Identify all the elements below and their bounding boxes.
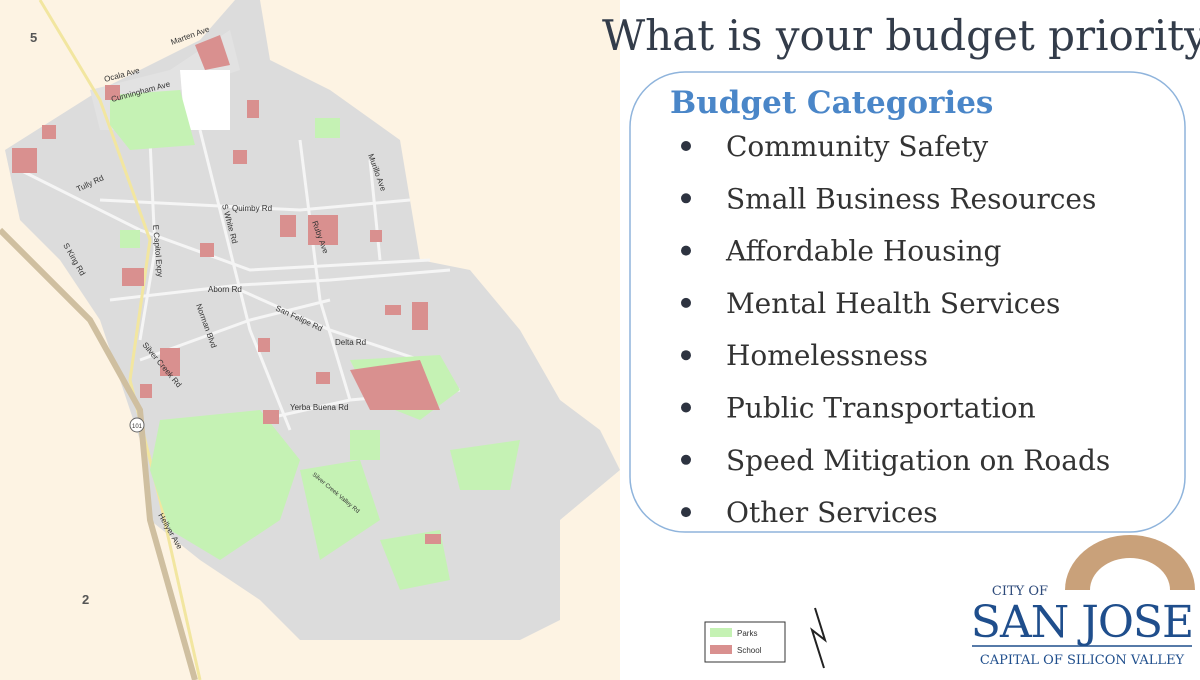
category-item: Community Safety [726,130,988,163]
legend: Parks School [704,621,786,663]
parks [110,90,520,590]
map-label: 2 [82,592,89,607]
category-item: Affordable Housing [725,235,1001,268]
map-label: 101 [132,424,143,430]
bullet [681,454,691,465]
bullet [681,193,691,204]
bullet [681,402,691,413]
category-item: Public Transportation [726,392,1036,425]
map: 5 2 Ocala Ave Marten Ave Cunningham Ave … [0,0,620,680]
logo-name: SAN JOSE [971,597,1193,648]
north-arrow [810,607,827,669]
bullet [681,141,691,151]
bullet [681,507,691,518]
category-item: Speed Mitigation on Roads [726,444,1110,477]
map-label: Delta Rd [335,338,366,347]
map-label: Yerba Buena Rd [290,403,348,412]
category-item: Homelessness [726,339,928,372]
slide-title: What is your budget priority? [602,11,1200,60]
box-heading: Budget Categories [670,85,993,121]
map-label: Quimby Rd [232,204,272,213]
bullet [681,245,691,256]
map-label: Aborn Rd [208,285,242,294]
category-list: Community Safety Small Business Resources… [681,130,1110,529]
category-item: Mental Health Services [726,287,1060,320]
schools [12,35,441,544]
logo-tagline: CAPITAL OF SILICON VALLEY [980,653,1185,668]
legend-label: Parks [737,629,757,638]
legend-label: School [737,646,762,655]
bullet [681,350,691,361]
category-item: Small Business Resources [726,182,1096,215]
categories-box [629,71,1186,533]
logo-text: CITY OF [992,584,1048,599]
bullet [681,297,691,308]
category-item: Other Services [726,496,938,529]
map-label: 5 [30,30,37,45]
logo: CITY OF SAN JOSE CAPITAL OF SILICON VALL… [971,535,1195,668]
